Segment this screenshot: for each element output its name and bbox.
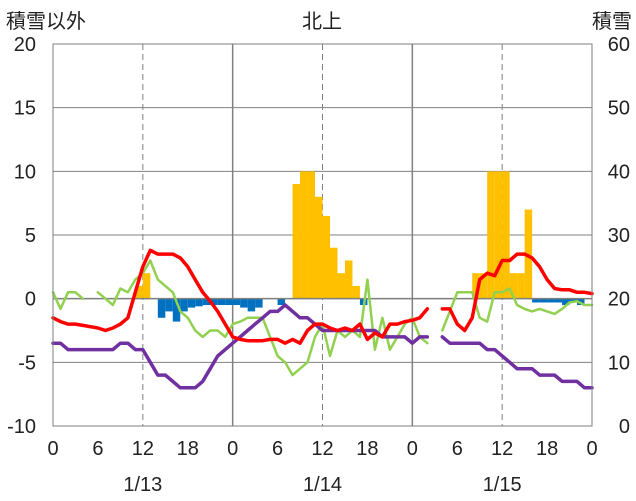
left-tick-label: 20 [14, 34, 36, 56]
x-tick-label: 18 [536, 438, 558, 460]
snow-change-bar [165, 298, 173, 312]
purple-line-segment [440, 335, 594, 390]
x-tick-label: 6 [272, 438, 283, 460]
snow-change-bar [539, 298, 548, 303]
x-tick-label: 0 [586, 438, 597, 460]
date-label: 1/14 [303, 474, 342, 496]
left-tick-label: 5 [25, 225, 36, 247]
snow-change-bar [562, 298, 570, 306]
left-tick-label: 15 [14, 98, 36, 120]
red-line-segment [51, 248, 430, 345]
snow-change-bar [554, 298, 563, 303]
x-tick-label: 6 [92, 438, 103, 460]
x-axis: 0 6 12 18 0 6 12 18 0 6 12 18 0 [47, 438, 597, 460]
x-tick-label: 0 [227, 438, 238, 460]
right-axis: 60 50 40 30 20 10 0 [608, 34, 630, 438]
x-tick-label: 0 [407, 438, 418, 460]
x-tick-label: 0 [47, 438, 58, 460]
snow-change-bar [180, 298, 188, 312]
x-tick-label: 6 [452, 438, 463, 460]
x-tick-label: 12 [132, 438, 154, 460]
snow-change-bar [157, 298, 166, 318]
snow-depth-bar [352, 285, 360, 299]
snow-depth-bar [487, 171, 495, 299]
snow-depth-bar [142, 273, 151, 299]
left-axis-label: 積雪以外 [6, 10, 86, 33]
right-tick-label: 40 [608, 161, 630, 183]
date-labels: 1/13 1/14 1/15 [123, 474, 521, 496]
snow-change-bar [255, 298, 263, 308]
snow-depth-bar [509, 273, 518, 299]
right-tick-label: 20 [608, 289, 630, 311]
snow-depth-bar [322, 215, 330, 299]
left-tick-label: 0 [25, 289, 36, 311]
snow-depth-bar [337, 273, 345, 299]
snow-change-bar [547, 298, 555, 303]
snow-depth-bar [479, 273, 488, 299]
right-axis-label: 積雪 [592, 10, 632, 33]
snow-depth-bar [135, 285, 143, 299]
snow-change-bar [532, 298, 540, 303]
plot-frame [52, 43, 593, 427]
snow-change-bar [247, 298, 256, 312]
snow-change-bar [195, 298, 203, 307]
snow-change-bar [187, 298, 196, 308]
chart-title: 北上 [302, 10, 342, 33]
green-line-segment [441, 287, 594, 332]
snow-change-bar [277, 298, 286, 306]
snow-change-bar [210, 298, 218, 306]
snow-depth-bar [517, 273, 525, 299]
snow-change-bar [202, 298, 211, 306]
snow-depth-bar [329, 247, 338, 299]
snow-depth-bar [494, 171, 503, 299]
left-tick-label: -10 [7, 416, 36, 438]
snow-depth-bar [502, 171, 510, 299]
x-tick-label: 12 [311, 438, 333, 460]
left-tick-label: 10 [14, 161, 36, 183]
snow-depth-bar [315, 196, 323, 299]
snow-depth-bar [300, 171, 308, 299]
left-axis: 20 15 10 5 0 -5 -10 [7, 34, 36, 438]
right-tick-label: 50 [608, 98, 630, 120]
left-tick-label: -5 [18, 352, 36, 374]
date-label: 1/15 [483, 474, 522, 496]
x-tick-label: 12 [491, 438, 513, 460]
right-tick-label: 10 [608, 352, 630, 374]
red-line-segment [440, 252, 594, 333]
right-tick-label: 30 [608, 225, 630, 247]
date-label: 1/13 [123, 474, 162, 496]
green-line-segment [51, 291, 85, 311]
snow-depth-bar [472, 273, 480, 299]
right-tick-label: 60 [608, 34, 630, 56]
snow-change-bar [232, 298, 241, 306]
snow-depth-bar [292, 184, 301, 299]
x-tick-label: 18 [177, 438, 199, 460]
snow-depth-bar [307, 171, 316, 299]
snow-depth-bar [344, 260, 353, 299]
right-tick-label: 0 [619, 416, 630, 438]
snow-change-bar [217, 298, 226, 306]
snow-change-bar [172, 298, 181, 322]
snow-change-bar [225, 298, 233, 306]
snow-change-bar [240, 298, 248, 308]
lines [51, 248, 594, 390]
x-tick-label: 18 [356, 438, 378, 460]
